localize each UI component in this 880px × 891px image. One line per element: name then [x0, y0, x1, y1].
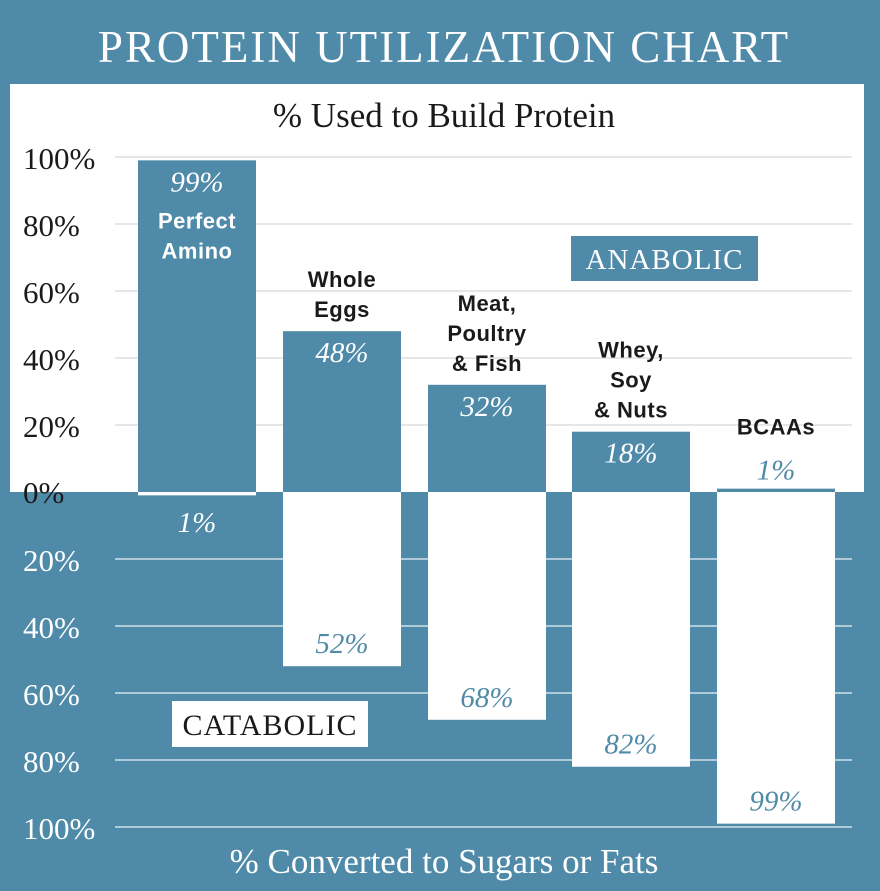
- converted-value-label: 68%: [460, 682, 513, 714]
- y-tick-label: 60%: [23, 275, 80, 310]
- used-value-label: 32%: [459, 391, 513, 423]
- used-value-label: 1%: [757, 455, 796, 487]
- category-label: & Nuts: [594, 398, 668, 423]
- used-value-label: 99%: [170, 166, 223, 198]
- category-label: BCAAs: [737, 415, 815, 440]
- y-tick-label: 20%: [23, 543, 80, 578]
- catabolic-annotation: CATABOLIC: [183, 709, 358, 742]
- y-tick-label: 40%: [23, 342, 80, 377]
- category-label: Whey,: [598, 338, 664, 363]
- converted-value-label: 99%: [749, 786, 802, 818]
- category-label: Meat,: [458, 291, 517, 316]
- y-tick-label: 80%: [23, 208, 80, 243]
- used-value-label: 18%: [604, 438, 657, 470]
- category-label: & Fish: [452, 351, 522, 376]
- category-label: Amino: [162, 238, 233, 263]
- category-label: Eggs: [314, 297, 370, 322]
- used-value-label: 48%: [315, 337, 368, 369]
- catabolic-badge: CATABOLIC: [172, 701, 368, 747]
- y-tick-label: 80%: [23, 744, 80, 779]
- converted-value-label: 52%: [315, 628, 368, 660]
- category-label: Whole: [308, 267, 377, 292]
- y-axis-tick-labels: 100% 80% 60% 40% 20% 0% 20% 40% 60% 80% 100%: [23, 141, 95, 846]
- category-label: Soy: [610, 368, 652, 393]
- converted-bar: [283, 492, 401, 667]
- catabolic-badge-background: [172, 701, 368, 747]
- top-axis-label: % Used to Build Protein: [273, 96, 615, 135]
- converted-value-label: 82%: [604, 729, 657, 761]
- anabolic-badge-background: [571, 236, 758, 281]
- y-tick-label: 40%: [23, 610, 80, 645]
- chart-title: PROTEIN UTILIZATION CHART: [98, 22, 790, 72]
- converted-bar: [717, 492, 835, 824]
- y-tick-label: 20%: [23, 409, 80, 444]
- y-tick-label: 100%: [23, 141, 95, 176]
- y-tick-label: 100%: [23, 811, 95, 846]
- used-bar: [717, 488, 835, 492]
- used-bar: [428, 384, 546, 492]
- y-tick-label-zero: 0%: [23, 475, 64, 510]
- category-label: Poultry: [447, 321, 527, 346]
- used-bar: [572, 431, 690, 492]
- bottom-axis-label: % Converted to Sugars or Fats: [230, 842, 659, 881]
- anabolic-annotation: ANABOLIC: [586, 244, 744, 276]
- category-label: Perfect: [158, 208, 236, 233]
- y-tick-label: 60%: [23, 677, 80, 712]
- used-bar: [138, 160, 256, 492]
- converted-bar: [572, 492, 690, 767]
- converted-value-label: 1%: [178, 507, 217, 539]
- converted-bar: [138, 492, 256, 496]
- converted-bar: [428, 492, 546, 720]
- used-bar: [283, 331, 401, 492]
- bars: 99% 1% Perfect Amino 48% 52% Whole Eggs 32% 68% Me…: [138, 160, 835, 824]
- anabolic-badge: ANABOLIC: [571, 236, 758, 281]
